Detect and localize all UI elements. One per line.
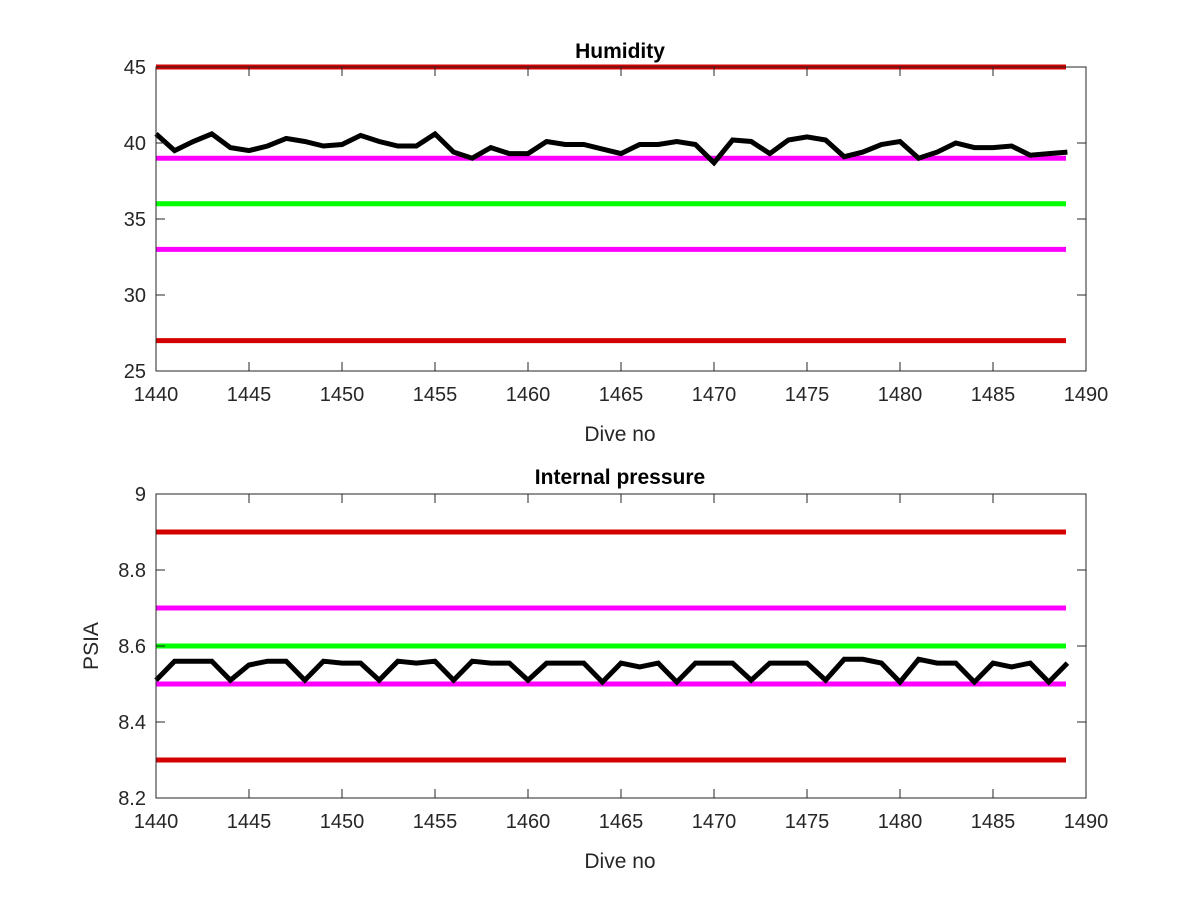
- internal-pressure-y-tick-label: 8.2: [118, 788, 146, 810]
- internal-pressure-x-tick-label: 1465: [599, 811, 644, 833]
- internal-pressure-y-tick-label: 8.6: [118, 636, 146, 658]
- humidity-y-tick-label: 40: [124, 133, 146, 155]
- humidity-x-tick-label: 1455: [413, 384, 458, 406]
- internal-pressure-data-line: [154, 656, 1070, 686]
- humidity-y-ticks: 25 30 35 40 45: [124, 57, 1086, 383]
- humidity-x-tick-label: 1450: [320, 384, 365, 406]
- humidity-x-tick-label: 1485: [971, 384, 1016, 406]
- humidity-x-tick-label: 1470: [692, 384, 737, 406]
- humidity-x-axis-label: Dive no: [584, 423, 655, 446]
- internal-pressure-y-axis-label: PSIA: [80, 622, 103, 670]
- internal-pressure-x-tick-label: 1460: [506, 811, 551, 833]
- internal-pressure-x-tick-label: 1475: [785, 811, 830, 833]
- internal-pressure-x-tick-label: 1455: [413, 811, 458, 833]
- internal-pressure-plot: Internal pressure 1440 1445 1450 1455 1460 14…: [80, 466, 1108, 873]
- internal-pressure-x-tick-label: 1450: [320, 811, 365, 833]
- internal-pressure-x-tick-label: 1490: [1064, 811, 1109, 833]
- internal-pressure-x-tick-label: 1470: [692, 811, 737, 833]
- internal-pressure-x-tick-label: 1485: [971, 811, 1016, 833]
- humidity-x-tick-label: 1475: [785, 384, 830, 406]
- internal-pressure-title: Internal pressure: [535, 466, 705, 489]
- internal-pressure-series: [154, 656, 1070, 686]
- internal-pressure-y-tick-label: 8.8: [118, 560, 146, 582]
- humidity-x-tick-label: 1480: [878, 384, 923, 406]
- internal-pressure-x-tick-label: 1480: [878, 811, 923, 833]
- humidity-x-ticks: 1440 1445 1450 1455 1460 1465 1470 1475 1480 1485…: [134, 67, 1109, 406]
- internal-pressure-threshold-lines: [156, 529, 1066, 763]
- humidity-series: [154, 130, 1068, 167]
- humidity-x-tick-label: 1490: [1064, 384, 1109, 406]
- internal-pressure-x-tick-label: 1445: [227, 811, 272, 833]
- humidity-x-tick-label: 1465: [599, 384, 644, 406]
- internal-pressure-y-ticks: 8.2 8.4 8.6 8.8 9: [118, 484, 1086, 810]
- humidity-plot: Humidity 1440 1445 1450 1455 1460 1465 1470 147…: [124, 40, 1109, 446]
- internal-pressure-x-axis-label: Dive no: [584, 850, 655, 873]
- humidity-title: Humidity: [575, 40, 665, 63]
- humidity-data-line: [154, 130, 1068, 167]
- humidity-y-tick-label: 35: [124, 209, 146, 231]
- humidity-x-tick-label: 1445: [227, 384, 272, 406]
- humidity-x-tick-label: 1440: [134, 384, 179, 406]
- internal-pressure-y-tick-label: 8.4: [118, 712, 146, 734]
- humidity-y-tick-label: 45: [124, 57, 146, 79]
- internal-pressure-y-tick-label: 9: [135, 484, 146, 506]
- humidity-x-tick-label: 1460: [506, 384, 551, 406]
- humidity-y-tick-label: 30: [124, 285, 146, 307]
- internal-pressure-x-tick-label: 1440: [134, 811, 179, 833]
- internal-pressure-x-ticks: 1440 1445 1450 1455 1460 1465 1470 1475 1480 1485…: [134, 494, 1109, 833]
- humidity-y-tick-label: 25: [124, 361, 146, 383]
